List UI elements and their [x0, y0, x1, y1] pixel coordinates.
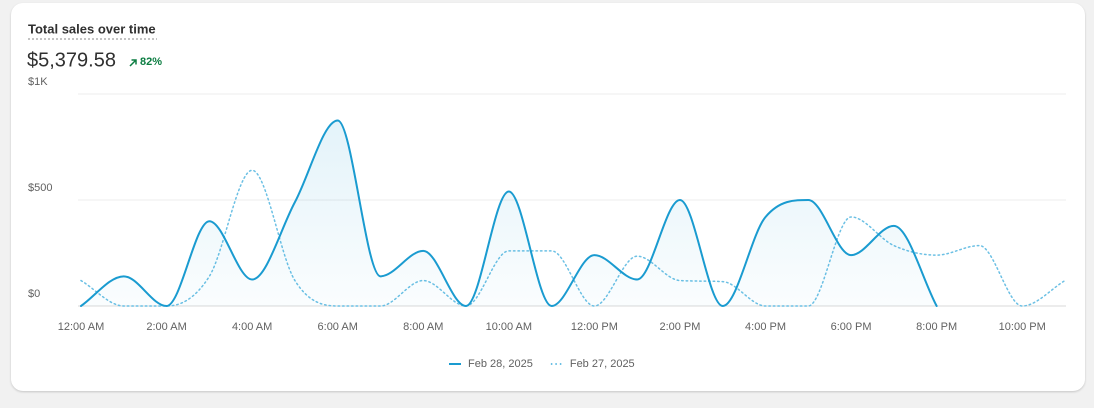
x-tick-label: 8:00 AM [403, 321, 443, 333]
x-tick-label: 4:00 AM [232, 321, 272, 333]
card [11, 3, 1085, 391]
y-tick-label: $500 [28, 182, 52, 194]
change-value: 82% [140, 56, 162, 68]
y-tick-label: $1K [28, 76, 48, 88]
x-tick-label: 10:00 AM [486, 321, 532, 333]
x-tick-label: 12:00 PM [571, 321, 618, 333]
chart-title[interactable]: Total sales over time [28, 21, 156, 36]
series-line [80, 119, 938, 308]
up-arrow [129, 59, 137, 67]
y-tick-label: $0 [28, 288, 40, 300]
series-line [80, 169, 1066, 307]
legend-label: Feb 27, 2025 [570, 358, 635, 370]
x-tick-label: 2:00 PM [659, 321, 700, 333]
x-tick-label: 6:00 AM [318, 321, 358, 333]
x-tick-label: 10:00 PM [999, 321, 1046, 333]
x-tick-label: 12:00 AM [58, 321, 104, 333]
x-tick-label: 8:00 PM [916, 321, 957, 333]
x-tick-label: 6:00 PM [831, 321, 872, 333]
x-tick-label: 4:00 PM [745, 321, 786, 333]
series-area [81, 120, 937, 306]
legend-label: Feb 28, 2025 [468, 358, 533, 370]
x-tick-label: 2:00 AM [146, 321, 186, 333]
total-value: $5,379.58 [27, 49, 116, 71]
